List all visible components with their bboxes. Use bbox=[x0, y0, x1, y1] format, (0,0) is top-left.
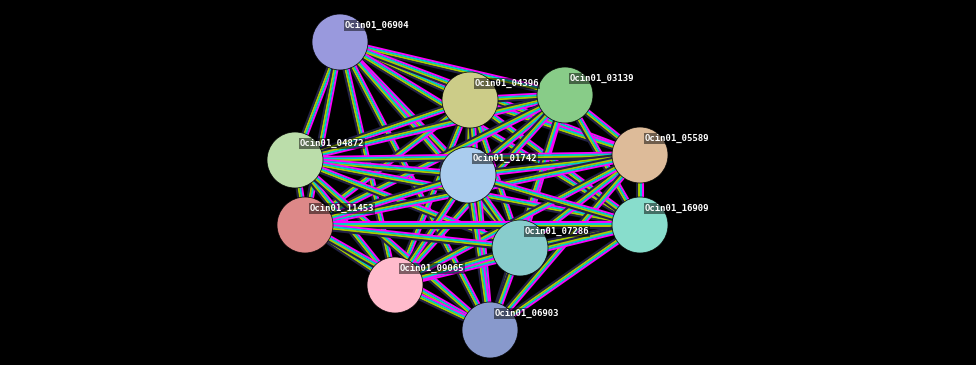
Ellipse shape bbox=[312, 14, 368, 70]
Ellipse shape bbox=[440, 147, 496, 203]
Ellipse shape bbox=[277, 197, 333, 253]
Ellipse shape bbox=[492, 220, 548, 276]
Ellipse shape bbox=[612, 197, 668, 253]
Text: Ocin01_03139: Ocin01_03139 bbox=[570, 74, 634, 83]
Text: Ocin01_01742: Ocin01_01742 bbox=[473, 154, 538, 163]
Ellipse shape bbox=[267, 132, 323, 188]
Text: Ocin01_07286: Ocin01_07286 bbox=[525, 227, 590, 236]
Ellipse shape bbox=[367, 257, 423, 313]
Ellipse shape bbox=[537, 67, 593, 123]
Text: Ocin01_04872: Ocin01_04872 bbox=[300, 139, 364, 148]
Text: Ocin01_05589: Ocin01_05589 bbox=[645, 134, 710, 143]
Text: Ocin01_06903: Ocin01_06903 bbox=[495, 309, 559, 318]
Text: Ocin01_11453: Ocin01_11453 bbox=[310, 204, 375, 213]
Text: Ocin01_04396: Ocin01_04396 bbox=[475, 79, 540, 88]
Ellipse shape bbox=[612, 127, 668, 183]
Text: Ocin01_06904: Ocin01_06904 bbox=[345, 21, 410, 30]
Text: Ocin01_16909: Ocin01_16909 bbox=[645, 204, 710, 213]
Ellipse shape bbox=[462, 302, 518, 358]
Ellipse shape bbox=[442, 72, 498, 128]
Text: Ocin01_09065: Ocin01_09065 bbox=[400, 264, 465, 273]
